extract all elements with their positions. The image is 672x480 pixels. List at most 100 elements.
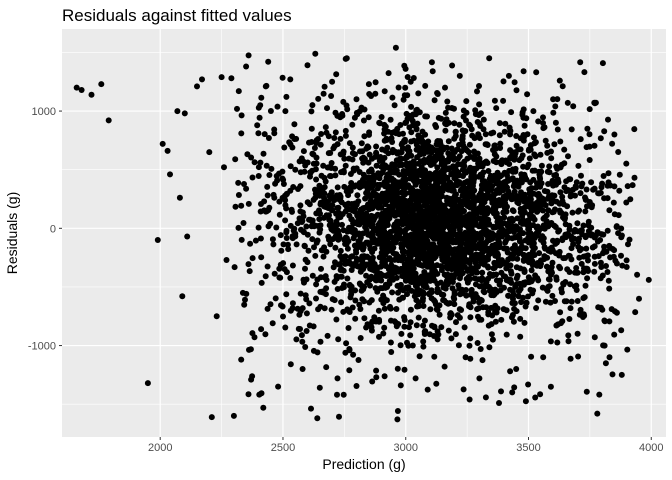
data-point <box>315 95 322 102</box>
data-point <box>313 137 320 144</box>
data-point <box>218 74 225 81</box>
data-point <box>258 94 265 101</box>
data-point <box>324 105 330 112</box>
data-point <box>618 371 625 378</box>
data-point <box>501 220 508 227</box>
data-point <box>282 197 289 204</box>
data-point <box>280 181 287 187</box>
data-point <box>267 301 274 308</box>
data-point <box>304 231 311 238</box>
data-point <box>564 203 571 210</box>
data-point <box>401 323 408 330</box>
data-point <box>361 253 368 260</box>
data-point <box>556 227 563 234</box>
data-point <box>329 78 336 85</box>
data-point <box>469 253 475 260</box>
data-point <box>492 206 499 213</box>
data-point <box>393 179 400 186</box>
data-point <box>599 180 606 187</box>
data-point <box>276 274 283 281</box>
data-point <box>265 58 272 65</box>
data-point <box>600 173 607 179</box>
data-point <box>255 104 262 111</box>
data-point <box>606 318 613 325</box>
data-point <box>287 76 294 83</box>
data-point <box>349 304 356 311</box>
data-point <box>450 255 457 262</box>
x-tick-label: 3000 <box>393 442 417 454</box>
data-point <box>456 153 463 160</box>
data-point <box>505 256 512 263</box>
data-point <box>591 185 598 192</box>
data-point <box>586 106 593 113</box>
data-point <box>505 292 512 299</box>
data-point <box>462 146 469 153</box>
data-point <box>238 112 245 119</box>
data-point <box>455 282 462 289</box>
data-point <box>513 87 520 94</box>
data-point <box>350 219 357 226</box>
data-point <box>265 223 272 230</box>
data-point <box>414 188 421 195</box>
data-point <box>435 175 442 182</box>
data-point <box>517 315 524 322</box>
data-point <box>479 269 486 276</box>
data-point <box>328 93 335 99</box>
data-point <box>582 196 589 203</box>
data-point <box>408 231 415 238</box>
data-point <box>457 241 464 248</box>
data-point <box>299 217 306 224</box>
data-point <box>491 264 498 271</box>
data-point <box>540 125 547 132</box>
data-point <box>580 314 586 320</box>
y-tick-label: 0 <box>50 223 56 235</box>
data-point <box>608 306 615 313</box>
data-point <box>232 203 239 210</box>
data-point <box>498 316 505 323</box>
data-point <box>283 229 290 236</box>
data-point <box>244 151 251 158</box>
data-point <box>573 269 580 276</box>
data-point <box>541 188 548 194</box>
data-point <box>517 286 524 292</box>
data-point <box>384 218 391 225</box>
data-point <box>402 198 409 204</box>
data-point <box>429 268 436 275</box>
data-point <box>413 179 420 185</box>
data-point <box>396 131 403 138</box>
data-point <box>408 164 415 171</box>
data-point <box>496 132 503 139</box>
x-tick-label: 4000 <box>639 442 663 454</box>
data-point <box>381 373 388 380</box>
data-point <box>468 289 475 296</box>
data-point <box>434 204 441 211</box>
data-point <box>533 232 540 239</box>
data-point <box>547 338 554 345</box>
data-point <box>265 135 272 141</box>
data-point <box>323 364 330 371</box>
data-point <box>432 222 439 229</box>
data-point <box>306 322 313 329</box>
data-point <box>404 74 411 80</box>
data-point <box>346 140 353 147</box>
data-point <box>557 138 564 145</box>
data-point <box>497 233 504 240</box>
data-point <box>520 279 527 286</box>
data-point <box>307 170 314 176</box>
data-point <box>417 262 424 268</box>
data-point <box>444 197 451 204</box>
data-point <box>88 91 95 98</box>
data-point <box>372 79 379 86</box>
data-point <box>497 140 504 147</box>
data-point <box>515 232 522 239</box>
data-point <box>302 162 309 169</box>
data-point <box>597 237 604 243</box>
data-point <box>618 232 625 239</box>
data-point <box>584 125 591 132</box>
data-point <box>330 194 337 201</box>
data-point <box>361 133 368 140</box>
data-point <box>346 225 353 232</box>
data-point <box>466 260 473 267</box>
data-point <box>506 161 513 167</box>
data-point <box>618 327 625 334</box>
